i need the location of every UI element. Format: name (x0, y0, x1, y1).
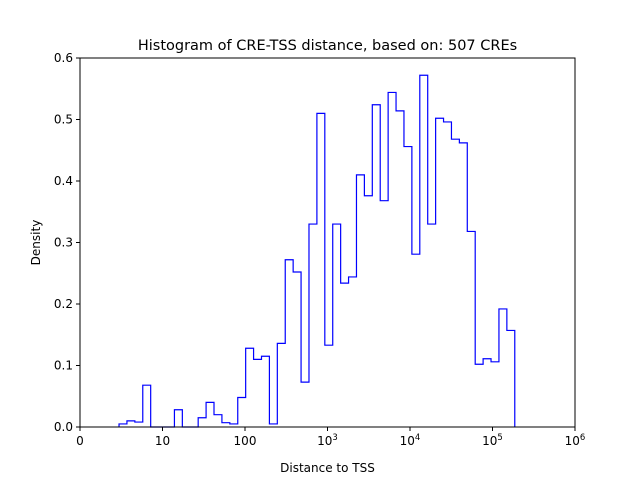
y-axis: 0.0 0.1 0.2 0.3 0.4 0.5 0.6 (54, 51, 80, 434)
histogram-bin (333, 224, 341, 427)
histogram-bin (293, 272, 301, 427)
histogram-bin (459, 143, 467, 427)
histogram-bin (127, 421, 135, 427)
histogram-bin (341, 283, 349, 427)
x-tick-label: 104 (400, 433, 421, 448)
histogram-bin (444, 122, 452, 427)
histogram-bin (325, 345, 333, 427)
histogram-bin (238, 397, 246, 427)
histogram-bin (499, 309, 507, 427)
histogram-bin (412, 254, 420, 427)
histogram-bin (206, 402, 214, 427)
histogram-bin (214, 415, 222, 427)
histogram-bin (246, 348, 254, 427)
histogram-bin (428, 224, 436, 427)
histogram-bin (356, 175, 364, 427)
histogram-bin (467, 231, 475, 427)
histogram-bin (364, 196, 372, 427)
histogram-bin (349, 277, 357, 427)
y-tick-label: 0.0 (54, 420, 73, 434)
histogram-bin (222, 423, 230, 427)
histogram-bin (261, 356, 269, 427)
histogram-bin (143, 385, 151, 427)
y-tick-label: 0.3 (54, 236, 73, 250)
histogram-bin (404, 147, 412, 427)
chart-title: Histogram of CRE-TSS distance, based on:… (138, 38, 517, 54)
x-tick-label: 10 (155, 434, 170, 448)
x-tick-label: 0 (76, 434, 84, 448)
x-tick-label: 103 (317, 433, 338, 448)
histogram-bin (372, 105, 380, 427)
histogram-bin (277, 343, 285, 427)
y-tick-label: 0.6 (54, 51, 73, 65)
histogram-bin (285, 260, 293, 427)
histogram-bin (396, 111, 404, 427)
histogram-bin (254, 359, 262, 427)
histogram-bin (491, 362, 499, 427)
histogram-bin (174, 410, 182, 427)
histogram-bin (436, 118, 444, 427)
histogram-bin (451, 139, 459, 427)
y-axis-label: Density (29, 220, 43, 266)
plot-area (118, 74, 516, 428)
histogram-bin (135, 422, 143, 427)
histogram-bin (420, 75, 428, 427)
histogram-bin (198, 418, 206, 427)
y-tick-label: 0.4 (54, 174, 73, 188)
x-tick-label: 105 (482, 433, 503, 448)
histogram-bin (317, 113, 325, 427)
histogram-bin (309, 224, 317, 427)
y-tick-label: 0.1 (54, 359, 73, 373)
x-axis: 0 10 100 103 104 105 106 (76, 427, 585, 448)
y-tick-label: 0.2 (54, 297, 73, 311)
histogram-bin (301, 382, 309, 427)
y-tick-label: 0.5 (54, 113, 73, 127)
histogram-bin (507, 330, 515, 427)
histogram-bin (483, 359, 491, 427)
histogram-bin (380, 201, 388, 427)
histogram-bin (475, 364, 483, 427)
x-tick-label: 100 (234, 434, 257, 448)
x-tick-label: 106 (565, 433, 586, 448)
x-axis-label: Distance to TSS (280, 461, 375, 475)
histogram-bin (388, 92, 396, 427)
